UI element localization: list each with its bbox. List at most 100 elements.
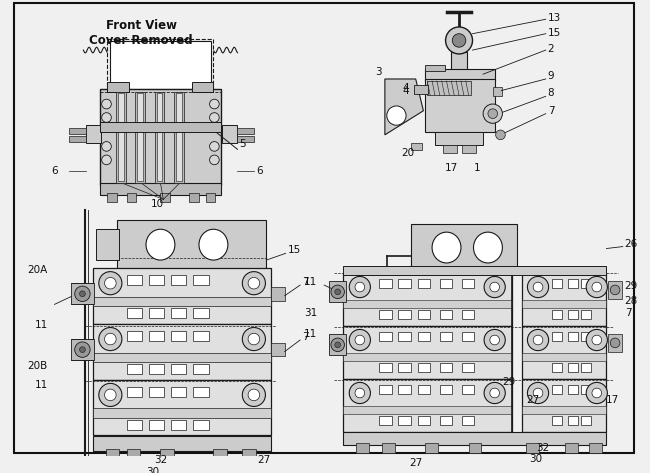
Text: 8: 8 [548,88,554,98]
Circle shape [349,382,370,403]
Circle shape [484,329,505,350]
Bar [343,266,606,275]
Bar [398,333,411,341]
Bar [526,443,539,453]
Text: 7: 7 [548,105,554,116]
Bar [117,219,266,270]
Ellipse shape [199,229,228,260]
Text: 3: 3 [375,67,382,77]
Circle shape [527,382,549,403]
Circle shape [242,272,265,295]
Text: 15: 15 [287,245,301,255]
Bar [343,405,512,414]
Bar [237,136,254,141]
Bar [581,385,591,394]
Polygon shape [385,79,423,135]
Circle shape [248,389,259,401]
Bar [171,420,187,429]
Bar [552,280,562,288]
Text: 11: 11 [304,277,317,287]
Circle shape [209,99,219,109]
Bar [417,333,430,341]
Bar [329,281,346,302]
Bar [329,334,346,355]
Bar [440,333,452,341]
Bar [161,193,170,202]
Bar [343,272,512,325]
Bar [205,193,215,202]
Bar [86,125,101,142]
Bar [451,52,467,71]
Text: 29: 29 [502,377,515,387]
Circle shape [79,291,85,297]
Bar [127,387,142,397]
Bar [414,85,428,95]
Text: 29: 29 [625,281,638,291]
Bar [440,310,452,319]
Bar [107,193,117,202]
Bar [343,378,512,431]
Circle shape [101,141,111,151]
Circle shape [99,383,122,406]
Bar [398,416,411,425]
Bar [99,183,221,194]
Bar [440,385,452,394]
Bar [568,333,577,341]
Bar [581,310,591,319]
Bar [93,352,271,362]
Circle shape [209,141,219,151]
Circle shape [586,276,607,298]
Circle shape [242,327,265,350]
Circle shape [349,329,370,350]
Circle shape [533,388,543,398]
Bar [174,91,183,183]
Bar [425,79,495,132]
Circle shape [79,347,85,352]
Circle shape [248,333,259,345]
Ellipse shape [473,232,502,263]
Bar [237,128,254,134]
Text: 4: 4 [402,86,409,96]
Bar [435,132,483,145]
Text: 7: 7 [625,308,631,318]
Text: 4: 4 [402,83,409,93]
Bar [417,310,430,319]
Bar [462,416,474,425]
Bar [99,123,221,132]
Bar [462,145,476,153]
Bar [116,91,125,183]
Bar [155,91,164,183]
Text: 1: 1 [473,164,480,174]
Bar [93,324,271,379]
Circle shape [331,285,345,298]
Bar [69,136,86,141]
Bar [440,363,452,372]
Circle shape [209,113,219,123]
Circle shape [335,342,341,348]
Circle shape [445,27,473,54]
Bar [568,385,577,394]
Circle shape [355,335,365,345]
Circle shape [610,285,620,295]
Bar [398,310,411,319]
Bar [522,325,606,378]
Text: 5: 5 [239,140,246,149]
Text: 11: 11 [34,320,47,331]
Bar [71,339,94,360]
Circle shape [242,383,265,406]
Bar [271,287,285,300]
Ellipse shape [432,232,461,263]
Circle shape [99,327,122,350]
Bar [157,94,162,181]
Bar [171,387,187,397]
Circle shape [533,335,543,345]
Bar [105,449,119,458]
Bar [127,420,142,429]
Bar [127,308,142,318]
Bar [417,385,430,394]
Bar [171,364,187,374]
Bar [581,280,591,288]
Bar [137,94,143,181]
Text: 9: 9 [548,71,554,81]
Text: 28: 28 [625,297,638,307]
